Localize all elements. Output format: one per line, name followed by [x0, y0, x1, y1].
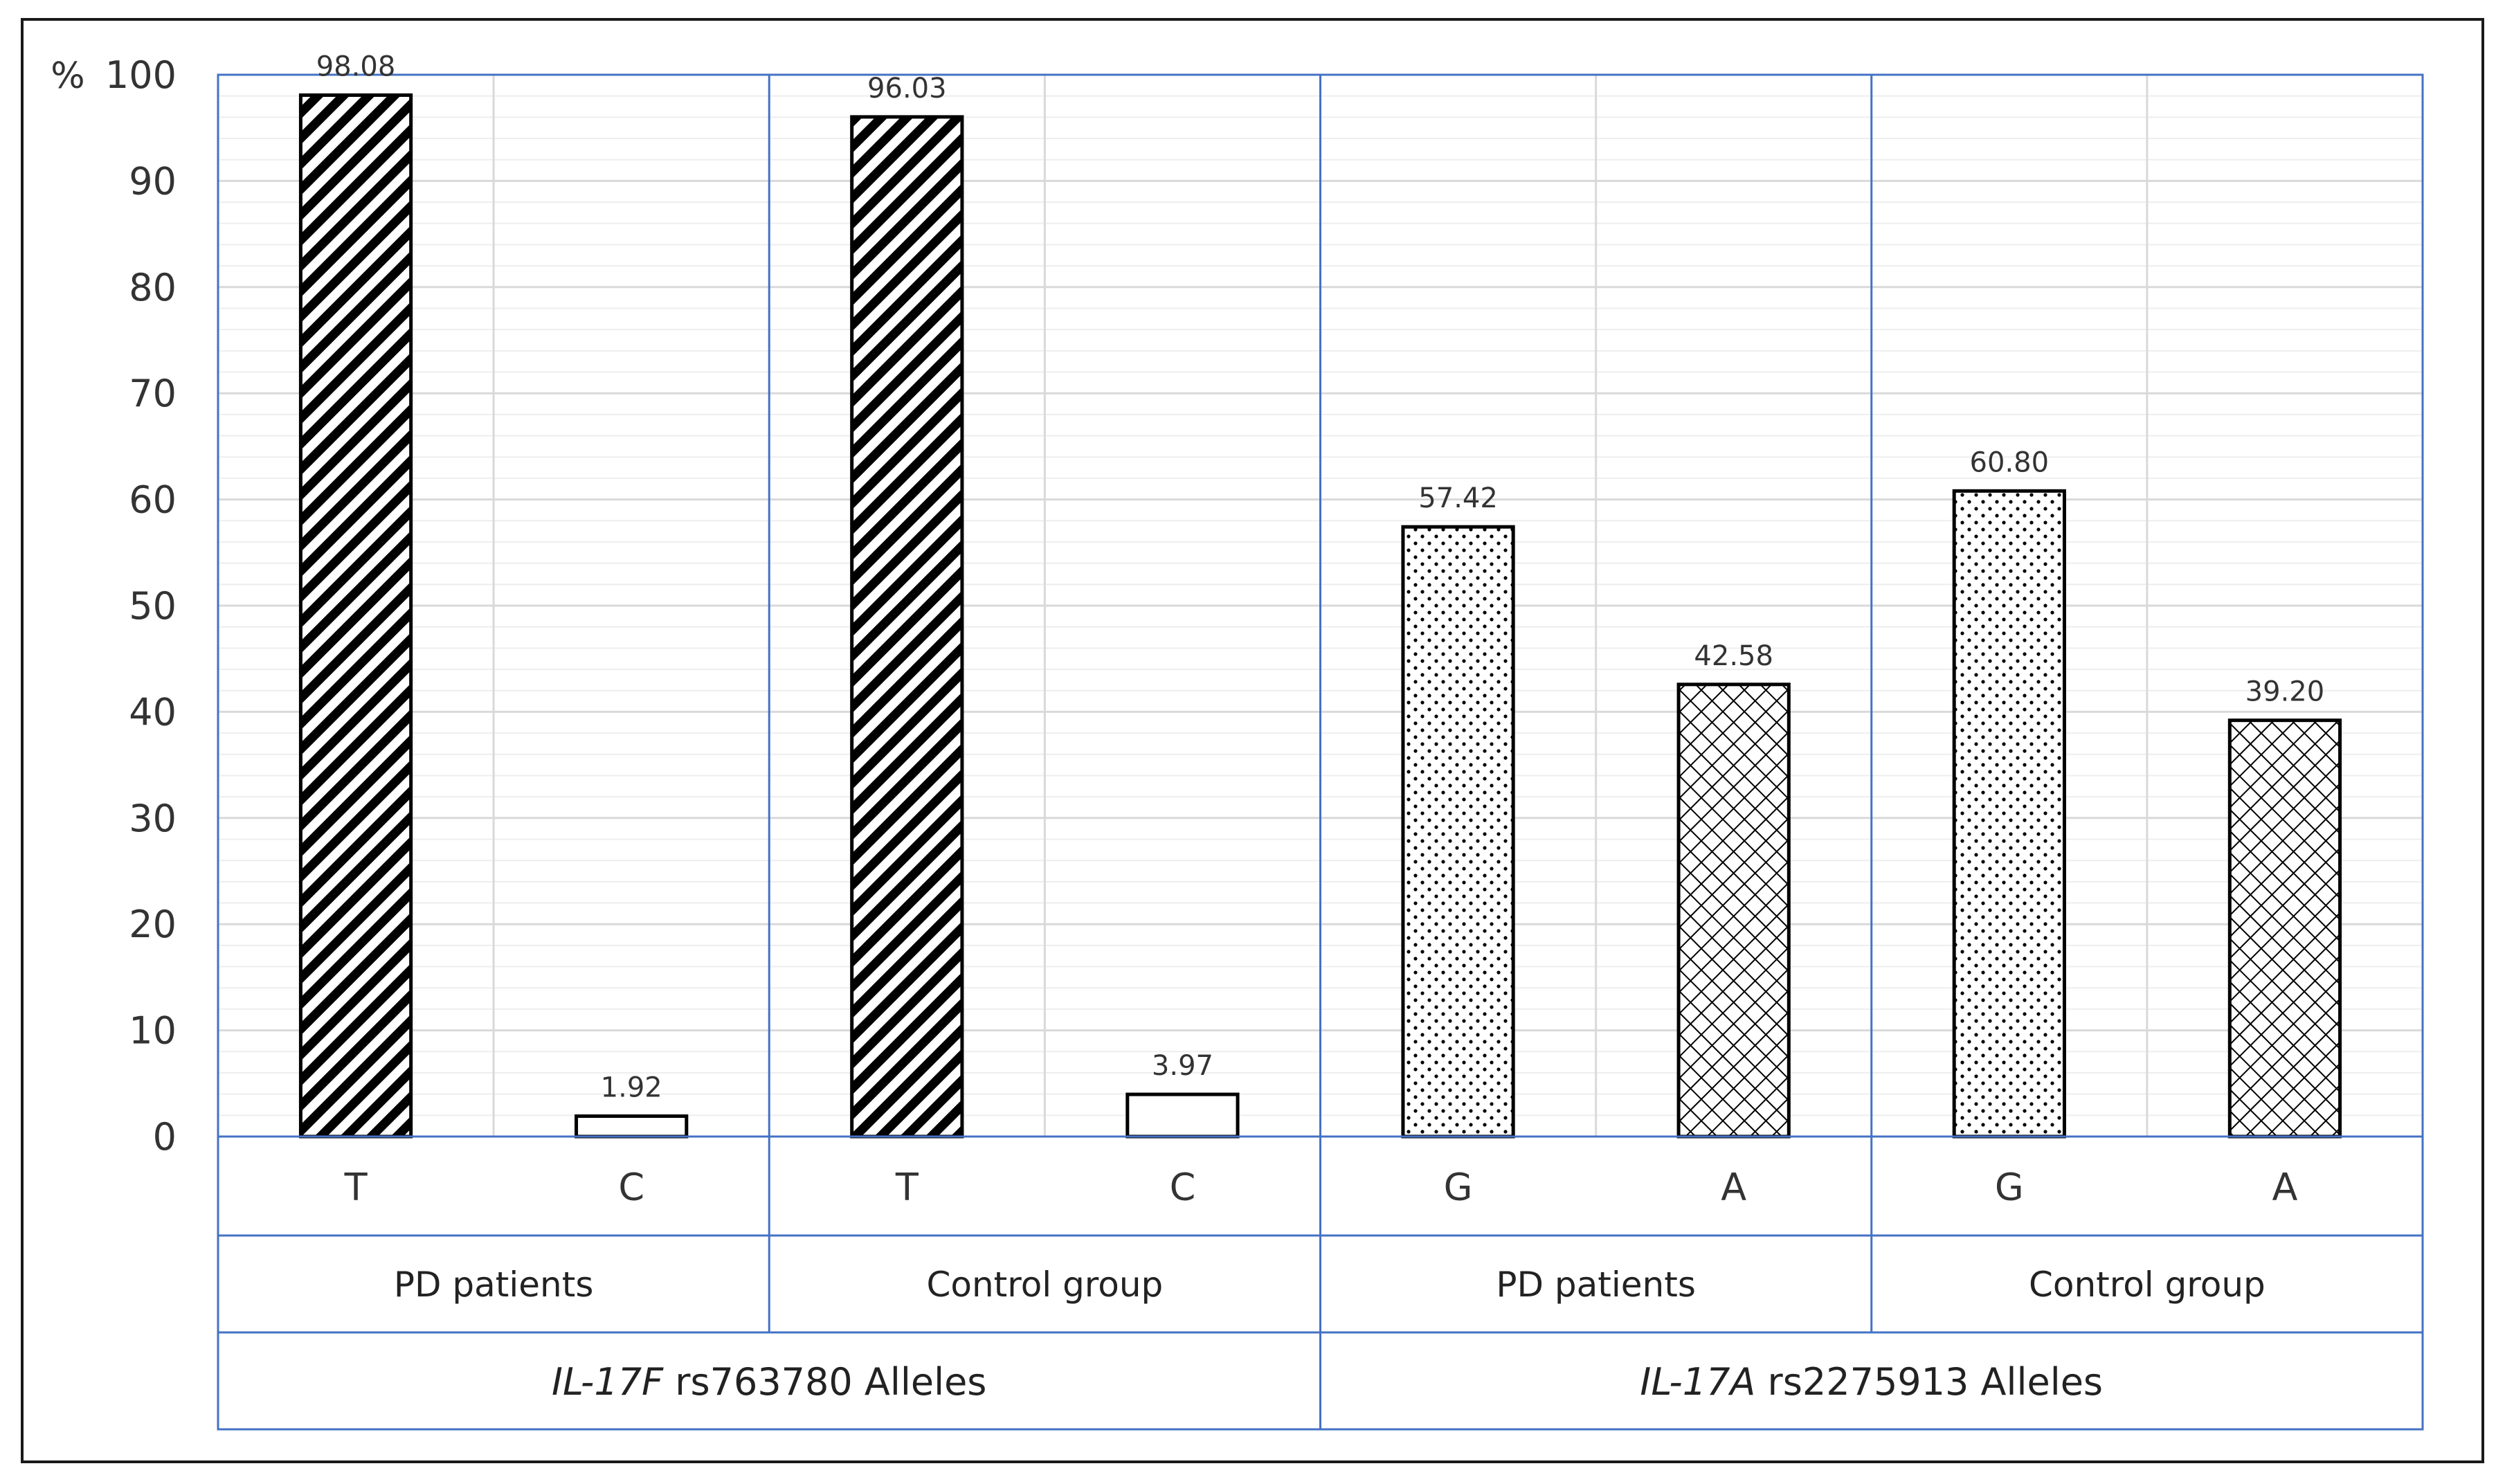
subgroup-label: PD patients [394, 1265, 594, 1305]
bar-C [575, 1114, 689, 1139]
data-label: 96.03 [867, 73, 947, 105]
y-tick-label: 40 [129, 690, 177, 734]
x-tick-label: A [2272, 1166, 2297, 1209]
data-label: 3.97 [1152, 1050, 1213, 1082]
bar-T [298, 93, 413, 1139]
y-tick-label: 0 [153, 1115, 177, 1159]
outer-frame [21, 18, 2484, 1463]
y-tick-label: 70 [129, 372, 177, 415]
x-tick-label: T [895, 1166, 919, 1209]
subgroup-label: PD patients [1496, 1265, 1696, 1305]
y-tick-label: 20 [129, 903, 177, 946]
y-tick-label: 60 [129, 478, 177, 522]
bar-T [850, 115, 964, 1139]
data-label: 98.08 [316, 51, 396, 82]
data-label: 39.20 [2245, 676, 2325, 708]
bar-A [1676, 682, 1791, 1139]
y-axis-unit: % [51, 55, 84, 97]
data-label: 1.92 [601, 1072, 662, 1104]
bar-A [2227, 718, 2342, 1139]
x-tick-label: G [1444, 1166, 1473, 1209]
y-tick-label: 10 [129, 1009, 177, 1053]
y-tick-label: 30 [129, 797, 177, 840]
group-label: IL-17A rs2275913 Alleles [1640, 1360, 2103, 1404]
x-tick-label: A [1721, 1166, 1746, 1209]
subgroup-label: Control group [926, 1265, 1163, 1305]
x-tick-label: T [344, 1166, 368, 1209]
x-tick-label: C [1170, 1166, 1196, 1209]
y-tick-label: 50 [129, 584, 177, 628]
y-tick-label: 100 [105, 53, 177, 97]
x-tick-label: C [618, 1166, 644, 1209]
x-tick-label: G [1995, 1166, 2024, 1209]
bar-C [1125, 1092, 1240, 1139]
bar-G [1952, 489, 2066, 1139]
y-tick-label: 90 [129, 159, 177, 203]
subgroup-label: Control group [2029, 1265, 2266, 1305]
data-label: 42.58 [1694, 640, 1773, 672]
data-label: 60.80 [1970, 446, 2050, 478]
group-label: IL-17F rs763780 Alleles [552, 1360, 986, 1404]
bar-G [1401, 525, 1515, 1139]
data-label: 57.42 [1418, 482, 1498, 514]
y-tick-label: 80 [129, 266, 177, 309]
